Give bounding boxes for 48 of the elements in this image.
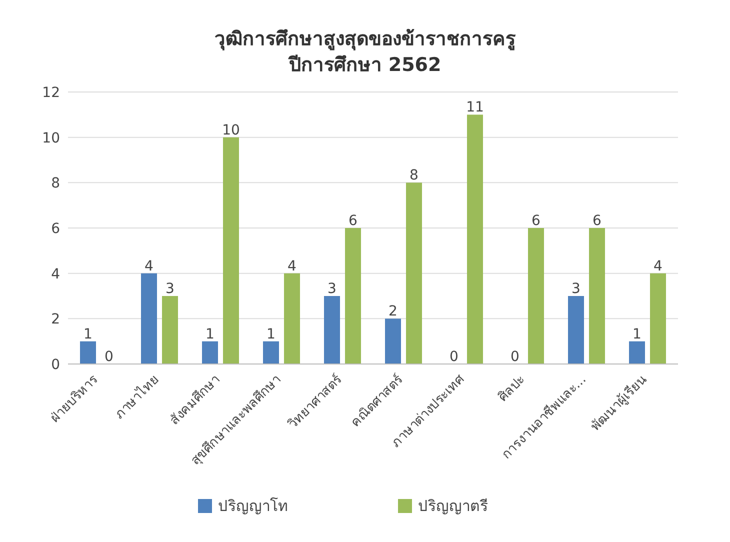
y-tick-label: 6 — [51, 220, 60, 237]
bar — [406, 182, 422, 364]
y-tick-label: 4 — [51, 266, 60, 282]
data-label: 4 — [144, 258, 154, 274]
data-label: 10 — [222, 122, 240, 138]
bar — [141, 273, 157, 364]
data-label: 3 — [572, 281, 580, 297]
data-label: 1 — [632, 326, 642, 342]
chart-title: วุฒิการศึกษาสูงสุดของข้าราชการครู — [214, 27, 517, 52]
bar — [202, 341, 218, 364]
data-label: 6 — [592, 213, 602, 229]
bar — [528, 228, 544, 364]
bar — [589, 228, 605, 364]
bar — [568, 296, 584, 364]
data-label: 0 — [104, 349, 114, 365]
data-label: 1 — [84, 326, 92, 342]
bar — [263, 341, 279, 364]
data-label: 6 — [348, 213, 358, 229]
data-label: 1 — [266, 326, 276, 342]
data-label: 0 — [450, 349, 458, 365]
data-label: 4 — [288, 258, 297, 274]
data-label: 3 — [328, 281, 336, 297]
legend-label: ปริญญาตรี — [417, 496, 488, 517]
bar — [385, 318, 401, 364]
bar — [324, 296, 340, 364]
data-label: 3 — [166, 281, 174, 297]
data-label: 2 — [388, 304, 398, 320]
y-tick-label: 0 — [51, 356, 60, 373]
data-label: 8 — [410, 168, 418, 184]
legend-label: ปริญญาโท — [217, 496, 288, 517]
bar — [467, 114, 483, 364]
data-label: 0 — [510, 349, 520, 365]
bar — [80, 341, 96, 364]
bar — [284, 273, 300, 364]
bar — [650, 273, 666, 364]
bar — [223, 137, 239, 364]
data-label: 6 — [532, 213, 541, 229]
y-tick-label: 2 — [51, 312, 60, 328]
data-label: 4 — [654, 258, 663, 274]
data-label: 11 — [466, 100, 484, 116]
bar — [629, 341, 645, 364]
y-tick-label: 8 — [51, 176, 60, 192]
data-label: 1 — [206, 326, 214, 342]
y-tick-label: 12 — [42, 84, 60, 101]
bar — [162, 296, 178, 364]
chart-subtitle: ปีการศึกษา 2562 — [287, 53, 442, 78]
y-tick-label: 10 — [42, 130, 60, 146]
bar — [345, 228, 361, 364]
